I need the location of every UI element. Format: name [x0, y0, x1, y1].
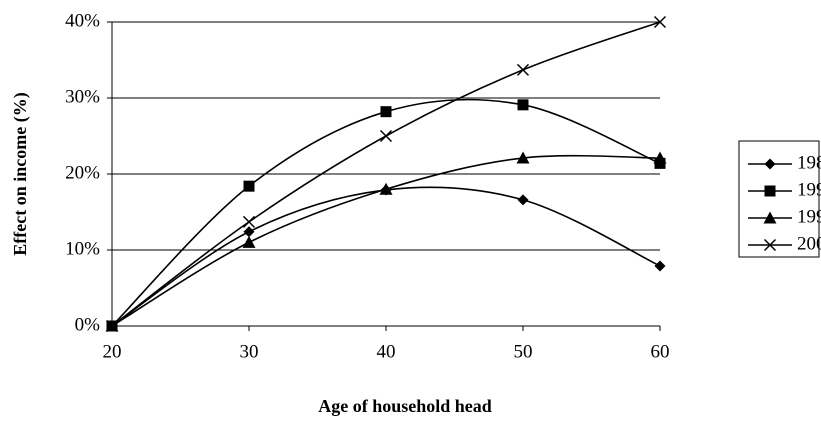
data-point	[654, 260, 666, 272]
x-tick-label: 30	[240, 341, 259, 362]
data-point	[243, 226, 255, 238]
data-point	[517, 99, 529, 111]
y-tick-label: 10%	[65, 238, 100, 259]
data-point	[516, 151, 530, 164]
data-point	[242, 235, 256, 248]
legend-label: 2002	[797, 233, 821, 254]
legend-marker	[764, 158, 776, 170]
data-point	[379, 182, 393, 195]
data-point	[516, 63, 530, 76]
data-point	[517, 194, 529, 206]
x-tick-label: 50	[514, 341, 533, 362]
legend-marker	[764, 185, 776, 197]
legend-marker	[763, 211, 777, 224]
data-point	[242, 215, 256, 228]
x-axis-label: Age of household head	[318, 396, 492, 416]
data-point	[243, 180, 255, 192]
y-axis-label: Effect on income (%)	[10, 92, 31, 255]
data-point	[380, 106, 392, 118]
legend-label: 1995	[797, 179, 821, 200]
y-tick-label: 20%	[65, 162, 100, 183]
series-line	[111, 154, 661, 327]
data-point	[653, 15, 667, 29]
legend-label: 1988	[797, 152, 821, 173]
y-tick-label: 0%	[75, 314, 101, 335]
legend-marker	[763, 238, 777, 252]
y-tick-label: 30%	[65, 86, 100, 107]
data-point	[653, 151, 667, 164]
series-line	[111, 186, 661, 327]
data-point	[105, 319, 119, 333]
data-point	[379, 129, 393, 143]
series-line	[111, 98, 661, 327]
x-tick-label: 20	[103, 341, 122, 362]
y-tick-label: 40%	[65, 10, 100, 31]
x-tick-label: 40	[377, 341, 396, 362]
legend-box	[738, 140, 820, 258]
legend-label: 1999	[797, 206, 821, 227]
x-tick-label: 60	[651, 341, 670, 362]
